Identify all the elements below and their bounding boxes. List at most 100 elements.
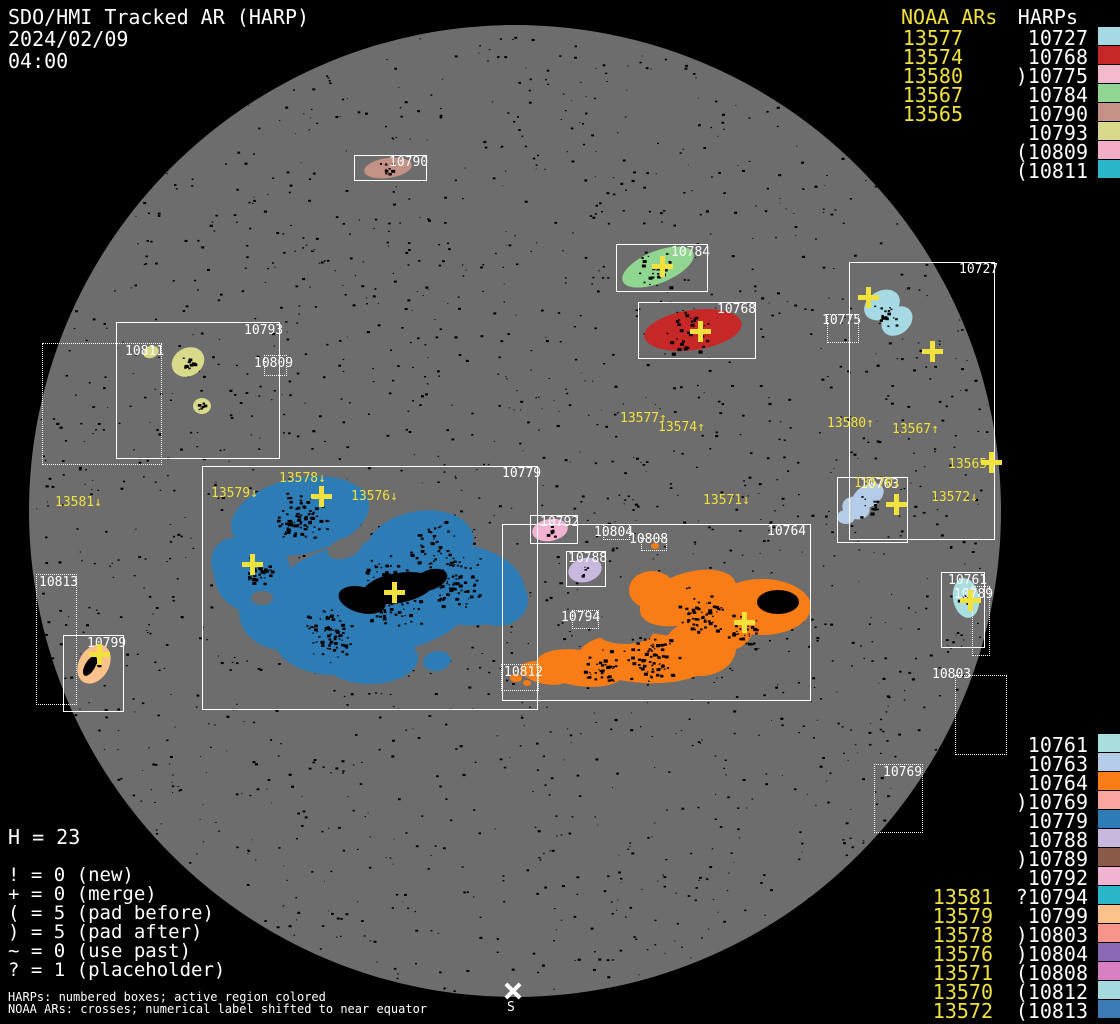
- harp-label: 10768: [717, 302, 757, 317]
- harp-label: 10799: [87, 636, 127, 651]
- harp-number: (10811: [1015, 159, 1088, 183]
- noaa-ar-number: 13576: [932, 942, 993, 966]
- harp-number: (10808: [1015, 961, 1088, 985]
- harp-label: 10761: [948, 573, 988, 588]
- harp-box-10808: [641, 538, 667, 551]
- footer-noaa-note: NOAA ARs: crosses; numerical label shift…: [8, 1002, 428, 1016]
- harp-box-10727: [849, 262, 995, 540]
- harp-number: 10779: [1027, 809, 1088, 833]
- harp-color-swatch: [1098, 829, 1120, 847]
- harp-box-10789: [972, 586, 990, 656]
- harp-color-swatch: [1098, 962, 1120, 980]
- harp-label: 10804: [594, 525, 634, 540]
- harp-box-10788: [566, 551, 606, 587]
- harp-label: 10790: [389, 155, 429, 170]
- harp-box-10813: [36, 574, 77, 705]
- noaa-cross: [242, 554, 263, 575]
- noaa-ar-label: 13574↑: [658, 420, 705, 435]
- noaa-cross: [886, 494, 907, 515]
- noaa-ar-number: 13578: [932, 923, 993, 947]
- harp-color-swatch: [1098, 772, 1120, 790]
- harp-label: 10769: [883, 765, 923, 780]
- harp-box-10809: [264, 355, 287, 376]
- noaa-ar-label: 13577↑: [620, 411, 667, 426]
- noaa-ar-number: 13580: [902, 64, 963, 88]
- harp-box-10784: [616, 244, 708, 292]
- harp-number: 10788: [1027, 828, 1088, 852]
- harp-label: 10789: [954, 587, 994, 602]
- harp-number: )10769: [1015, 790, 1088, 814]
- harp-color-swatch: [1098, 1000, 1120, 1018]
- noaa-ar-number: 13579: [932, 904, 993, 928]
- harp-number: 10761: [1027, 733, 1088, 757]
- harp-color-swatch: [1098, 65, 1120, 83]
- harp-color-swatch: [1098, 141, 1120, 159]
- symbol-legend-line: ! = 0 (new): [8, 864, 134, 886]
- noaa-ar-label: 13580↑: [827, 416, 874, 431]
- harp-label: 10793: [244, 323, 284, 338]
- harp-number: (10812: [1015, 980, 1088, 1004]
- noaa-ars-column-title: NOAA ARs: [901, 5, 998, 29]
- harp-box-10779: [202, 466, 538, 710]
- harp-color-swatch: [1098, 981, 1120, 999]
- noaa-ar-number: 13570: [932, 980, 993, 1004]
- noaa-cross: [311, 486, 332, 507]
- harp-color-swatch: [1098, 791, 1120, 809]
- noaa-ar-label: 13581↓: [55, 495, 102, 510]
- noaa-ar-number: 13571: [932, 961, 993, 985]
- harp-label: 10788: [568, 551, 608, 566]
- noaa-cross: [734, 612, 755, 633]
- harp-box-10799: [63, 635, 124, 712]
- harp-label: 10775: [822, 313, 862, 328]
- harp-number: )10789: [1015, 847, 1088, 871]
- harp-box-10775: [827, 314, 859, 343]
- noaa-ar-label: 13578↓: [279, 471, 326, 486]
- harp-number: ?10794: [1015, 885, 1088, 909]
- noaa-cross: [981, 452, 1002, 473]
- harp-box-10812: [501, 664, 539, 691]
- noaa-ar-label: 13570↓: [854, 476, 901, 491]
- noaa-ar-number: 13572: [932, 999, 993, 1023]
- harp-number: 10799: [1027, 904, 1088, 928]
- south-pole-marker: [504, 982, 522, 1000]
- symbol-legend-line: ? = 1 (placeholder): [8, 959, 226, 981]
- time-label: 04:00: [8, 49, 69, 73]
- harp-number: )10804: [1015, 942, 1088, 966]
- noaa-cross: [960, 590, 981, 611]
- harp-box-10811: [42, 343, 162, 465]
- harp-color-swatch: [1098, 84, 1120, 102]
- harp-label: 10792: [540, 515, 580, 530]
- symbol-legend-line: ~ = 0 (use past): [8, 940, 192, 962]
- harp-number: 10763: [1027, 752, 1088, 776]
- harp-label: 10784: [671, 245, 711, 260]
- harp-label: 10808: [629, 532, 669, 547]
- harp-box-10768: [638, 302, 756, 359]
- harp-color-swatch: [1098, 122, 1120, 140]
- harp-label: 10794: [561, 610, 601, 625]
- harp-number: 10727: [1027, 26, 1088, 50]
- harp-label: 10779: [502, 466, 542, 481]
- harp-number: )10803: [1015, 923, 1088, 947]
- harp-label: 10803: [932, 667, 972, 682]
- page-title: SDO/HMI Tracked AR (HARP): [8, 5, 310, 29]
- harp-color-swatch: [1098, 924, 1120, 942]
- harp-number: 10784: [1027, 83, 1088, 107]
- harp-number: 10793: [1027, 121, 1088, 145]
- harp-color-swatch: [1098, 103, 1120, 121]
- date-label: 2024/02/09: [8, 27, 129, 51]
- harps-column-title: HARPs: [1017, 5, 1078, 29]
- harp-color-swatch: [1098, 943, 1120, 961]
- harp-color-swatch: [1098, 46, 1120, 64]
- symbol-legend-line: + = 0 (merge): [8, 883, 157, 905]
- harp-label: 10813: [39, 575, 79, 590]
- noaa-cross: [89, 644, 110, 665]
- harp-number: )10775: [1015, 64, 1088, 88]
- noaa-ar-label: 13571↓: [703, 493, 750, 508]
- harp-color-swatch: [1098, 753, 1120, 771]
- noaa-ar-label: 13579↓: [211, 486, 258, 501]
- harp-count: H = 23: [8, 825, 81, 849]
- harp-box-10804: [603, 524, 630, 540]
- harp-box-10790: [354, 155, 427, 181]
